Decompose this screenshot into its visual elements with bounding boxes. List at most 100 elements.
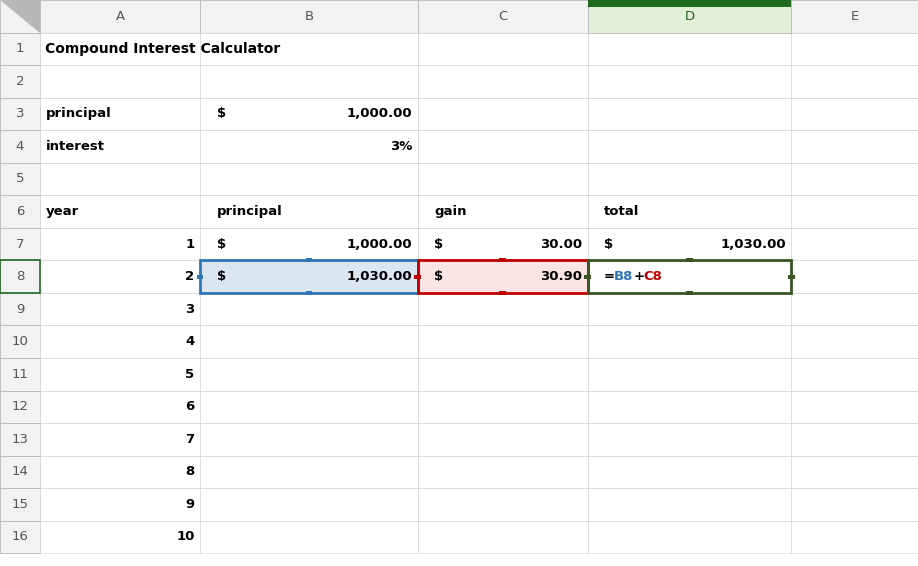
Text: 5: 5 [16,173,24,186]
Bar [200,260,418,293]
Bar [791,228,918,260]
Text: principal: principal [217,205,283,218]
Text: 1,030.00: 1,030.00 [721,238,786,251]
Bar [588,293,791,325]
Text: 10: 10 [12,335,28,348]
Text: 10: 10 [176,530,195,543]
Bar [306,291,312,295]
Text: 16: 16 [12,530,28,543]
Bar [588,228,791,260]
Text: 3: 3 [185,303,195,316]
Bar [0,97,40,130]
Text: +: + [633,270,644,283]
Bar [0,293,40,325]
Bar [588,195,791,228]
Bar [791,391,918,423]
Bar [791,521,918,553]
Bar [418,260,588,293]
Bar [588,391,791,423]
Bar [200,521,418,553]
Bar [791,358,918,391]
Bar [200,260,418,293]
Bar [40,195,200,228]
Bar [791,97,918,130]
Bar [0,130,40,163]
Bar [588,0,791,7]
Text: 2: 2 [185,270,195,283]
Text: B8: B8 [614,270,633,283]
Bar [40,358,200,391]
Text: 1: 1 [185,238,195,251]
Bar [200,0,418,32]
Bar [0,32,40,65]
Bar [585,275,591,278]
Bar [200,228,418,260]
Bar [40,391,200,423]
Bar [588,260,791,293]
Text: 30.00: 30.00 [540,238,582,251]
Bar [200,260,418,293]
Bar [499,258,506,262]
Bar [789,275,795,278]
Bar [0,163,40,195]
Bar [200,163,418,195]
Bar [791,65,918,97]
Text: 3%: 3% [390,140,412,153]
Bar [588,521,791,553]
Bar [791,488,918,521]
Bar [0,228,40,260]
Bar [585,275,591,278]
Bar [791,0,918,32]
Bar [0,423,40,456]
Bar [40,97,200,130]
Bar [200,488,418,521]
Bar [791,130,918,163]
Bar [687,258,693,262]
Text: 7: 7 [185,433,195,446]
Text: 15: 15 [11,498,28,511]
Bar [0,521,40,553]
Text: 1,030.00: 1,030.00 [347,270,412,283]
Bar [0,195,40,228]
Bar [418,228,588,260]
Bar [200,65,418,97]
Bar [40,293,200,325]
Bar [418,456,588,488]
Bar [588,32,791,65]
Text: total: total [604,205,640,218]
Bar [200,130,418,163]
Text: 3: 3 [16,108,24,121]
Bar [40,163,200,195]
Bar [0,456,40,488]
Bar [418,358,588,391]
Bar [200,423,418,456]
Text: E: E [851,10,858,23]
Bar [40,423,200,456]
Bar [40,32,200,65]
Text: 14: 14 [12,465,28,478]
Text: 1: 1 [16,42,24,55]
Bar [499,291,506,295]
Bar [415,275,421,278]
Bar [791,163,918,195]
Bar [40,521,200,553]
Bar [418,391,588,423]
Bar [0,358,40,391]
Text: 2: 2 [16,75,24,88]
Text: 12: 12 [11,400,28,413]
Bar [418,195,588,228]
Text: 1,000.00: 1,000.00 [347,238,412,251]
Bar [0,488,40,521]
Bar [418,97,588,130]
Bar [0,325,40,358]
Bar [200,391,418,423]
Bar [200,358,418,391]
Bar [0,260,40,293]
Bar [791,423,918,456]
Text: gain: gain [434,205,466,218]
Bar [40,130,200,163]
Bar [418,163,588,195]
Bar [588,130,791,163]
Bar [200,97,418,130]
Text: 5: 5 [185,368,195,381]
